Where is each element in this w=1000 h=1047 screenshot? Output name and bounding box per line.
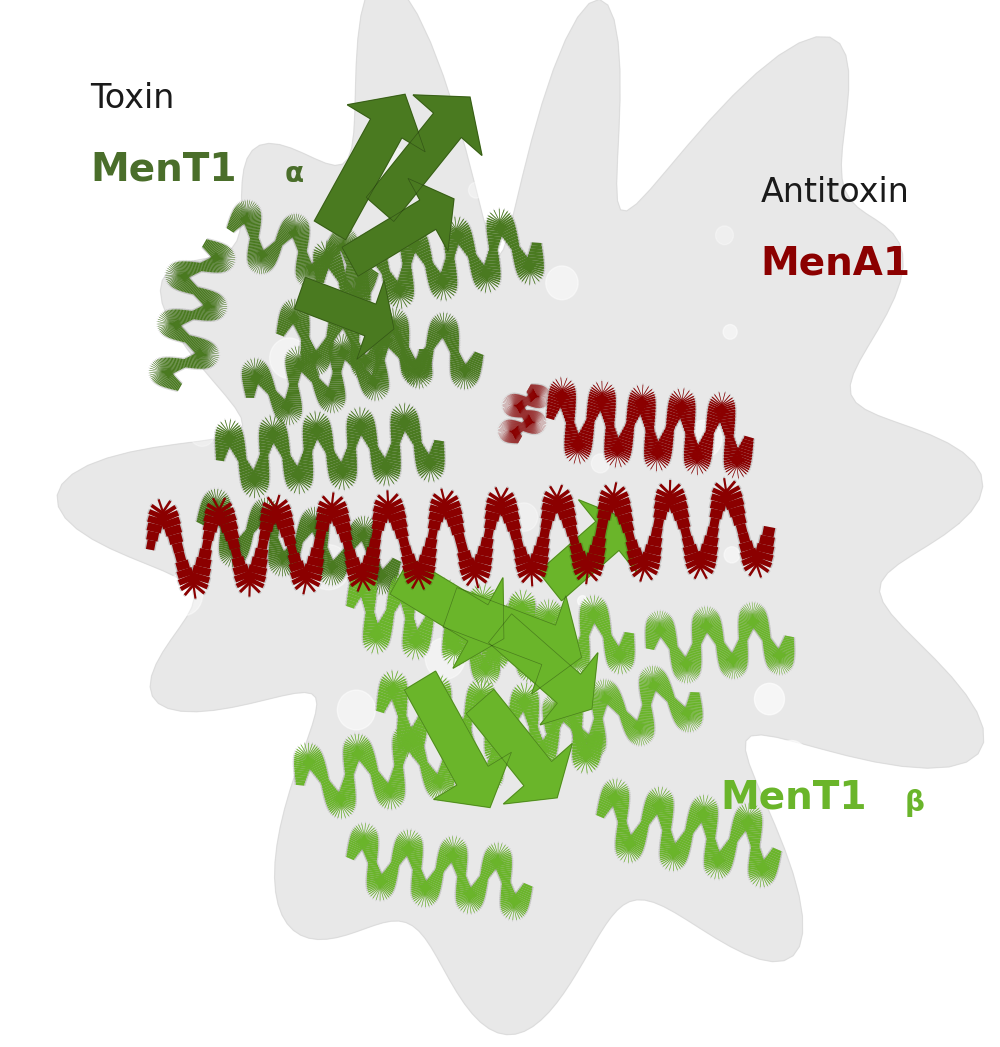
Polygon shape xyxy=(404,671,511,807)
Circle shape xyxy=(511,503,538,531)
Text: Antitoxin: Antitoxin xyxy=(761,176,910,209)
Circle shape xyxy=(724,547,740,563)
Polygon shape xyxy=(466,689,572,804)
Polygon shape xyxy=(488,614,598,725)
Polygon shape xyxy=(443,587,582,694)
Circle shape xyxy=(578,596,588,606)
Polygon shape xyxy=(342,178,454,276)
Circle shape xyxy=(373,148,410,186)
Circle shape xyxy=(190,421,215,446)
Circle shape xyxy=(270,338,308,378)
Circle shape xyxy=(591,454,610,473)
Circle shape xyxy=(468,102,508,144)
Polygon shape xyxy=(366,95,482,222)
Text: MenT1: MenT1 xyxy=(720,779,866,817)
Circle shape xyxy=(215,408,227,422)
Circle shape xyxy=(469,182,484,198)
Circle shape xyxy=(776,740,807,773)
Circle shape xyxy=(754,684,784,715)
Text: α: α xyxy=(285,160,304,188)
Circle shape xyxy=(494,112,530,150)
Circle shape xyxy=(716,226,733,245)
Circle shape xyxy=(261,737,288,766)
Polygon shape xyxy=(390,558,504,668)
Circle shape xyxy=(337,690,375,730)
Circle shape xyxy=(163,574,203,616)
Text: Toxin: Toxin xyxy=(90,82,174,115)
Polygon shape xyxy=(295,277,394,359)
Circle shape xyxy=(297,352,313,367)
Text: β: β xyxy=(905,788,925,817)
Polygon shape xyxy=(538,499,636,601)
Circle shape xyxy=(307,544,350,589)
Text: MenT1: MenT1 xyxy=(90,151,237,188)
Circle shape xyxy=(546,266,578,299)
Polygon shape xyxy=(314,94,425,240)
Circle shape xyxy=(686,420,722,458)
Circle shape xyxy=(425,638,465,680)
Polygon shape xyxy=(57,0,984,1034)
Circle shape xyxy=(723,325,737,339)
Text: MenA1: MenA1 xyxy=(760,245,910,283)
